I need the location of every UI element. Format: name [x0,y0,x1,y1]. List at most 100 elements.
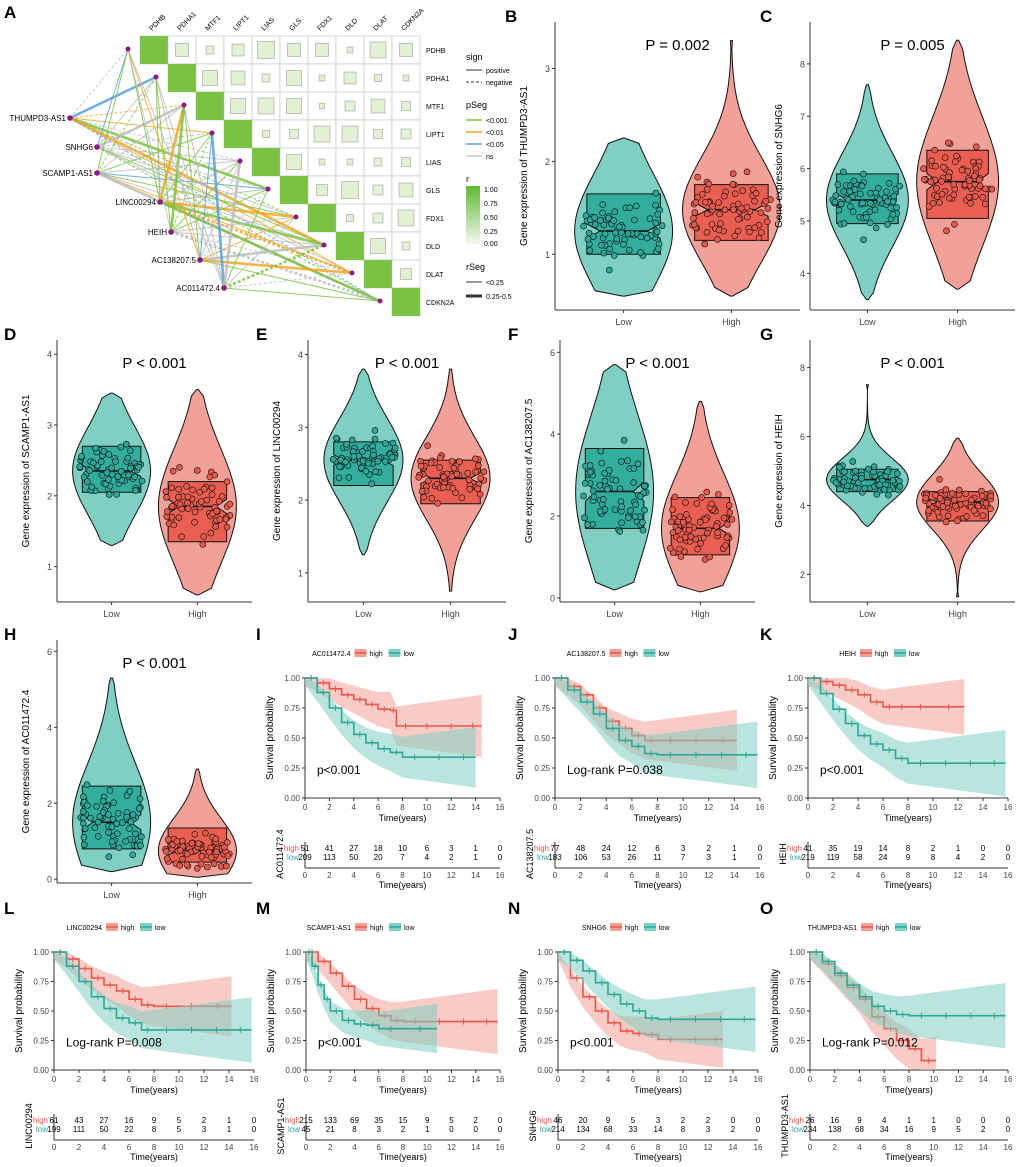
risk-x-axis-label: Time(years) [130,1152,178,1162]
network-edge [159,132,213,203]
risk-x-tick-label: 4 [604,871,609,880]
risk-number-low: 3 [706,1125,711,1134]
risk-number-high: 0 [758,844,763,853]
data-point [369,442,376,450]
data-point [138,477,146,485]
x-tick-label: 6 [376,803,381,812]
heatmap-square [346,46,354,54]
data-point [84,802,91,809]
x-tick-label: 10 [929,803,938,812]
data-point [696,518,704,526]
data-point [870,463,878,470]
data-point [604,485,611,493]
data-point [738,204,745,212]
data-point [183,850,191,858]
data-point [714,236,721,243]
data-point [184,499,191,507]
risk-number-low: 0 [498,1125,503,1134]
risk-number-high: 18 [374,844,383,853]
gene-row-label: PDHA1 [426,76,449,83]
legend-title: SNHG6 [582,925,606,932]
data-point [948,490,956,497]
data-point [88,483,96,491]
x-tick-label: 6 [630,803,635,812]
risk-number-low: 7 [681,853,686,862]
heatmap-square [230,70,246,86]
risk-x-tick-label: 16 [250,1143,259,1152]
y-tick-label: 1 [298,568,303,578]
x-tick-label: 16 [496,803,505,812]
legend-label: low [910,925,921,932]
survival-curve [808,677,965,708]
data-point [188,839,196,847]
data-point [844,482,851,490]
data-point [852,467,859,475]
gene-column-label: GLS [288,17,303,32]
legend-pseg-3: <0.05 [486,142,504,149]
x-tick-label: Low [103,609,120,619]
heatmap-square [372,212,384,224]
risk-number-high: 69 [350,1116,359,1125]
data-point [599,495,607,503]
legend-title: SCAMP1-AS1 [307,925,351,932]
data-point [466,485,474,493]
risk-label-low: low [792,1125,804,1134]
risk-number-high: 9 [152,1116,157,1125]
data-point [127,464,134,472]
data-point [200,533,207,540]
data-point [624,457,631,464]
data-point [456,458,463,465]
risk-x-tick-label: 2 [581,1143,586,1152]
data-point [109,815,117,823]
gene-node [293,214,299,220]
data-point [746,228,753,236]
lncrna-label: SNHG6 [65,143,93,152]
data-point [105,829,112,836]
network-edge [159,160,241,203]
confidence-band [555,678,758,789]
y-tick-label: 0.00 [285,1066,301,1075]
data-point [683,511,690,518]
network-edge [223,216,297,289]
risk-number-low: 4 [956,853,961,862]
data-point [208,491,216,499]
data-point [682,499,689,506]
network-edge [127,48,161,203]
x-tick-label: 14 [979,803,988,812]
risk-x-tick-label: 14 [471,871,480,880]
y-tick-label: 2 [545,157,550,167]
data-point [336,463,343,471]
data-point [472,468,480,476]
panel-label-k: K [760,625,773,644]
data-point [83,781,91,789]
data-point [704,529,711,537]
data-point [836,463,843,471]
data-point [922,494,930,502]
data-point [894,470,901,478]
risk-number-high: 77 [551,844,560,853]
data-point [616,528,624,535]
data-point [424,477,432,485]
data-point [884,491,892,499]
network-edge [199,132,213,261]
network-legend: sign positive negative pSeg <0.001 <0.01… [466,52,513,301]
gene-row-label: FDX1 [426,216,444,223]
data-point [596,481,604,489]
data-point [837,200,845,208]
y-tick-label: 1.00 [787,674,803,683]
x-tick-label: 10 [929,1075,938,1084]
risk-x-tick-label: 2 [327,871,332,880]
risk-x-tick-label: 10 [679,1143,688,1152]
heatmap-square [230,98,246,114]
heatmap-diagonal [168,64,196,92]
data-point [988,185,996,193]
network-edge [96,103,185,149]
risk-number-high: 1 [227,1116,232,1125]
data-point [436,454,444,462]
network-edge [69,48,129,119]
lncrna-node [157,199,163,205]
y-tick-label: 0.75 [33,978,49,987]
data-point [108,464,116,472]
risk-label-high: high [534,844,549,853]
data-point [450,464,458,472]
